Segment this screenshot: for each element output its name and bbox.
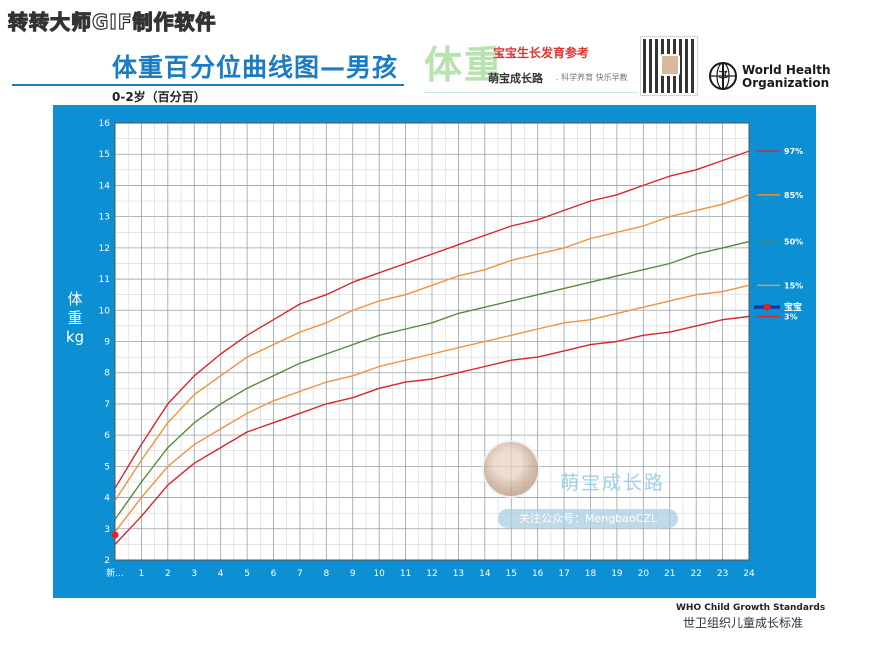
x-tick-label: 10	[373, 569, 385, 579]
x-tick-label: 18	[585, 569, 597, 579]
series-line-3pct	[114, 315, 750, 545]
page-title: 体重百分位曲线图—男孩	[112, 53, 399, 82]
who-logo-text: World Health Organization	[742, 64, 831, 90]
x-tick-label: 1	[139, 569, 145, 579]
legend-label-baby: 宝宝	[784, 301, 802, 313]
brand-slogan: . 科学养育 快乐早教	[556, 73, 628, 82]
x-tick-label: 12	[426, 569, 437, 579]
x-tick-label: 2	[165, 569, 171, 579]
x-tick-label: 17	[558, 569, 569, 579]
series-line-97pct	[114, 150, 750, 489]
y-axis-label: 体 重 kg	[62, 290, 88, 347]
legend-label: 85%	[784, 191, 803, 200]
brand-tagline: 宝宝生长发育参考	[493, 46, 590, 60]
y-tick-label: 11	[99, 275, 110, 285]
brand-big-text: 体重	[424, 43, 505, 87]
y-tick-label: 9	[104, 338, 110, 348]
x-tick-label: 22	[690, 569, 701, 579]
x-tick-label: 8	[323, 569, 329, 579]
x-tick-label: 7	[297, 569, 303, 579]
y-tick-label: 8	[104, 369, 110, 379]
y-axis-label-line-3: kg	[65, 328, 85, 346]
brand-name: 萌宝成长路	[488, 72, 543, 85]
x-tick-label: 19	[611, 569, 623, 579]
y-axis-label-line-1: 体	[67, 290, 83, 308]
y-tick-label: 12	[99, 244, 110, 254]
y-tick-label: 2	[104, 556, 110, 566]
watermark-name: 萌宝成长路	[560, 472, 666, 494]
y-tick-label: 10	[99, 306, 111, 316]
brand-divider	[424, 92, 638, 93]
watermark-follow: 关注公众号：MengbaoCZL	[498, 509, 678, 528]
y-axis-label-line-2: 重	[67, 309, 83, 327]
series-line-50pct	[114, 240, 750, 520]
watermark-avatar-icon	[482, 440, 540, 498]
x-tick-label: 24	[743, 569, 755, 579]
who-line-1: World Health	[742, 63, 831, 77]
series-line-15pct	[114, 284, 750, 533]
plot-border	[114, 122, 750, 561]
who-emblem-icon	[709, 62, 737, 90]
x-tick-label: 新...	[106, 567, 124, 579]
watermark-top: 转转大师GIF制作软件	[7, 9, 217, 34]
series-line-85pct	[114, 194, 750, 502]
y-tick-label: 4	[104, 494, 110, 504]
x-tick-label: 23	[717, 569, 728, 579]
footer-who-standards: WHO Child Growth Standards	[676, 603, 826, 613]
chart-subtitle: 0-2岁（百分百）	[112, 90, 206, 104]
baby-data-point	[111, 531, 119, 539]
title-underline	[12, 84, 404, 86]
x-tick-label: 9	[350, 569, 356, 579]
x-tick-label: 5	[244, 569, 250, 579]
x-tick-label: 4	[218, 569, 224, 579]
y-tick-label: 16	[99, 119, 111, 129]
qr-avatar-icon	[660, 54, 680, 76]
who-line-2: Organization	[742, 76, 830, 90]
y-tick-label: 14	[99, 181, 111, 191]
x-tick-label: 13	[453, 569, 464, 579]
x-tick-label: 15	[506, 569, 517, 579]
legend-baby-dot	[763, 303, 771, 311]
y-tick-label: 15	[99, 150, 110, 160]
x-tick-label: 11	[400, 569, 411, 579]
y-tick-label: 6	[104, 431, 110, 441]
x-tick-label: 6	[271, 569, 277, 579]
y-tick-label: 13	[99, 213, 110, 223]
y-tick-label: 3	[104, 525, 110, 535]
x-tick-label: 16	[532, 569, 544, 579]
y-tick-label: 5	[104, 462, 110, 472]
legend-label: 3%	[784, 313, 798, 322]
x-tick-label: 3	[191, 569, 197, 579]
legend-label: 15%	[784, 281, 803, 290]
x-tick-label: 14	[479, 569, 491, 579]
footer-who-standards-cn: 世卫组织儿童成长标准	[683, 616, 804, 630]
y-tick-label: 7	[104, 400, 110, 410]
legend-label: 97%	[784, 147, 803, 156]
legend-label: 50%	[784, 238, 803, 247]
x-tick-label: 21	[664, 569, 675, 579]
x-tick-label: 20	[638, 569, 650, 579]
